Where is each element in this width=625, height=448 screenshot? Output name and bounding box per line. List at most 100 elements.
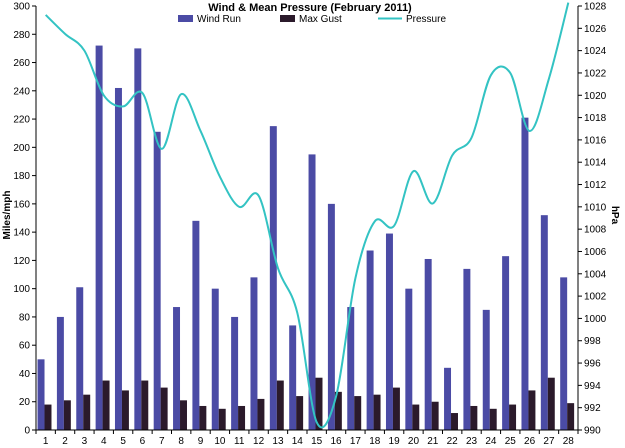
max-gust-bar [392,387,400,430]
y2-tick-label: 1028 [584,2,607,13]
chart-title: Wind & Mean Pressure (February 2011) [208,2,412,14]
y2-tick-label: 1018 [584,113,607,124]
max-gust-bar [63,400,71,430]
x-tick-label: 10 [214,436,226,447]
x-tick-label: 15 [311,436,323,447]
wind-run-bar [37,359,45,430]
max-gust-bar [431,401,439,430]
x-tick-label: 26 [524,436,536,447]
max-gust-bar [528,390,536,430]
x-tick-label: 9 [198,436,204,447]
x-tick-label: 17 [350,436,362,447]
y-tick-label: 260 [13,58,30,69]
y2-tick-label: 1000 [584,314,607,325]
max-gust-bar [547,377,555,430]
y-tick-label: 180 [13,171,30,182]
wind-run-bar [231,316,239,430]
wind-run-bar [521,117,529,431]
legend: Wind Run Max Gust Pressure [178,14,446,25]
y2-tick-label: 1016 [584,135,607,146]
y2-tick-label: 1012 [584,180,607,191]
wind-run-bar [56,316,64,430]
max-gust-bar [44,404,52,430]
wind-run-bar [289,325,297,430]
x-tick-label: 7 [159,436,165,447]
wind-run-bar [134,48,142,431]
bars-group [37,45,575,431]
x-tick-label: 25 [505,436,517,447]
legend-swatch-max-gust [280,15,295,22]
y2-tick-label: 992 [584,403,601,414]
max-gust-bar [315,377,323,430]
y-tick-label: 280 [13,30,30,41]
max-gust-bar [160,387,168,430]
y-tick-label: 160 [13,199,30,210]
y-tick-label: 40 [19,369,31,380]
y2-tick-label: 1014 [584,158,607,169]
y-tick-label: 200 [13,143,30,154]
y2-tick-label: 990 [584,426,601,437]
x-tick-label: 19 [389,436,401,447]
x-tick-label: 16 [330,436,342,447]
y-tick-label: 120 [13,256,30,267]
x-tick-label: 2 [62,436,68,447]
x-tick-label: 18 [369,436,381,447]
y2-tick-label: 1002 [584,292,607,303]
y-tick-label: 80 [19,312,31,323]
x-tick-label: 4 [101,436,107,447]
max-gust-bar [509,404,517,430]
wind-run-bar [444,367,452,430]
y2-tick-label: 1020 [584,91,607,102]
wind-run-bar [250,277,258,430]
pressure-line [44,2,570,429]
wind-run-bar [463,268,471,430]
max-gust-bar [567,403,575,430]
max-gust-bar [451,413,458,430]
max-gust-bar [276,380,284,430]
y2-tick-label: 1010 [584,202,607,213]
max-gust-bar [180,400,187,430]
x-tick-label: 3 [82,436,88,447]
legend-label-wind-run: Wind Run [197,14,241,25]
legend-label-max-gust: Max Gust [299,14,342,25]
x-tick-label: 12 [253,436,265,447]
y2-tick-label: 994 [584,381,601,392]
y-tick-label: 240 [13,86,30,97]
wind-run-bar [308,154,316,430]
x-tick-label: 28 [563,436,575,447]
y-tick-label: 220 [13,115,30,126]
max-gust-bar [257,398,265,430]
wind-run-bar [385,233,393,430]
axes-group: 0204060801001201401601802002202402602803… [13,2,606,448]
y2-tick-label: 1024 [584,46,607,57]
y-tick-label: 100 [13,284,30,295]
wind-run-bar [76,287,84,430]
y2-tick-label: 996 [584,359,601,370]
max-gust-bar [412,404,420,430]
wind-run-bar [269,126,277,430]
y2-tick-label: 1026 [584,24,607,35]
x-tick-label: 1 [43,436,49,447]
x-tick-label: 8 [178,436,184,447]
wind-run-bar [192,220,200,430]
y2-tick-label: 998 [584,336,601,347]
x-tick-label: 22 [447,436,459,447]
y2-tick-label: 1006 [584,247,607,258]
wind-run-bar [424,258,432,430]
y2-tick-label: 1008 [584,225,607,236]
y2-axis-label: hPa [609,206,620,225]
wind-run-bar [95,45,103,430]
wind-run-bar [540,215,548,430]
y-tick-label: 0 [24,426,30,437]
x-tick-label: 14 [292,436,304,447]
y-tick-label: 140 [13,228,30,239]
max-gust-bar [121,390,129,430]
y2-tick-label: 1004 [584,269,607,280]
wind-run-bar [153,131,161,430]
legend-label-pressure: Pressure [406,14,446,25]
pressure-line-group [44,2,570,429]
wind-run-bar [173,307,181,430]
max-gust-bar [238,405,246,430]
wind-run-bar [327,203,335,430]
